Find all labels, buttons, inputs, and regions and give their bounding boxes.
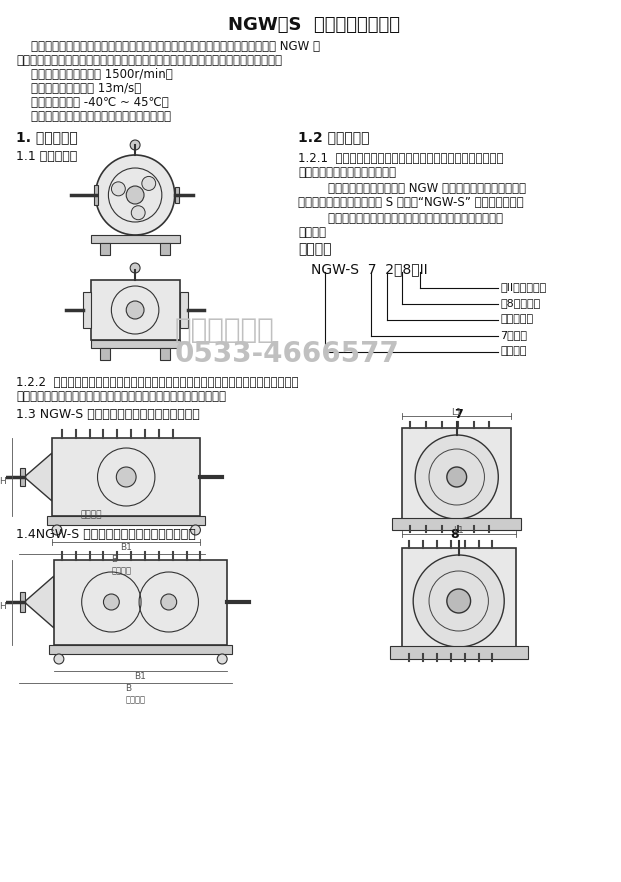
Bar: [402, 428, 511, 526]
Text: 1.2.2  减速器标牌内容：应包括减速器名称、型号规格、传动比、装配型式、高速轴许: 1.2.2 减速器标牌内容：应包括减速器名称、型号规格、传动比、装配型式、高速轴…: [16, 376, 299, 389]
Circle shape: [142, 176, 156, 191]
Circle shape: [52, 525, 62, 535]
Text: 1.1 装配型式：: 1.1 装配型式：: [16, 150, 78, 163]
Circle shape: [191, 525, 201, 535]
Text: 1.2.1  减速器的型号：包括减速器的系列代号、机座号、传动: 1.2.1 减速器的型号：包括减速器的系列代号、机座号、传动: [299, 152, 504, 165]
Text: 轮的（伞）字汉语拼音字头 S 组成，“NGW-S” 代表系列代号。: 轮的（伞）字汉语拼音字头 S 组成，“NGW-S” 代表系列代号。: [299, 196, 524, 209]
Circle shape: [130, 140, 140, 150]
Text: 1.2 型号与标记: 1.2 型号与标记: [299, 130, 370, 144]
Bar: [20, 592, 25, 612]
Circle shape: [116, 467, 136, 487]
Text: 级数、传动比代号、装配型式。: 级数、传动比代号、装配型式。: [299, 166, 396, 179]
Bar: [83, 292, 91, 328]
Circle shape: [111, 182, 125, 196]
Text: H: H: [0, 477, 6, 486]
Bar: [91, 340, 179, 348]
Bar: [54, 560, 227, 645]
Circle shape: [447, 589, 471, 613]
Text: 8: 8: [450, 528, 458, 541]
Text: 淤博海汇机械: 淤博海汇机械: [175, 316, 274, 344]
Bar: [94, 185, 97, 205]
Text: 标记示例: 标记示例: [299, 242, 332, 256]
Circle shape: [126, 301, 144, 319]
Text: 第II种装配型式: 第II种装配型式: [501, 282, 546, 292]
Circle shape: [217, 654, 227, 664]
Bar: [402, 548, 516, 654]
Circle shape: [413, 555, 504, 647]
Text: 系列代号: 系列代号: [501, 346, 527, 356]
Text: 1.4NGW-S 三级减速器型式与尺寸见下图及表: 1.4NGW-S 三级减速器型式与尺寸见下图及表: [16, 528, 196, 541]
Text: 1.3 NGW-S 两级减速器型式与尺寸见下图及表: 1.3 NGW-S 两级减速器型式与尺寸见下图及表: [16, 408, 200, 421]
Text: 行星齿轮减速器。主要用于冶金、矿山、起重运输及通用机械设备。其适用条件如下：: 行星齿轮减速器。主要用于冶金、矿山、起重运输及通用机械设备。其适用条件如下：: [16, 54, 283, 67]
Text: L1: L1: [453, 526, 464, 535]
Circle shape: [130, 263, 140, 273]
Text: L1: L1: [451, 408, 462, 417]
Text: 可正、反向运转（正向顺时针为优选方向）。: 可正、反向运转（正向顺时针为优选方向）。: [16, 110, 171, 123]
Text: 工作环境温度为 -40℃ ~ 45℃；: 工作环境温度为 -40℃ ~ 45℃；: [16, 96, 169, 109]
Bar: [392, 518, 521, 530]
Bar: [175, 187, 179, 203]
Bar: [179, 292, 188, 328]
Text: 0533-4666577: 0533-4666577: [175, 340, 399, 368]
Polygon shape: [24, 576, 54, 628]
Text: 1. 型式与尺寸: 1. 型式与尺寸: [16, 130, 78, 144]
Text: 输轴直径: 输轴直径: [81, 510, 102, 519]
Circle shape: [161, 594, 177, 610]
Text: 输轴直径: 输轴直径: [125, 695, 145, 704]
Text: 用功率及转速、润滑油粘度、减速器重量、出厂编号和出厂日期等。: 用功率及转速、润滑油粘度、减速器重量、出厂编号和出厂日期等。: [16, 390, 227, 403]
Text: 系列代号：由行星减速器 NGW 和组合及弧齿锥齿（伞齿）: 系列代号：由行星减速器 NGW 和组合及弧齿锥齿（伞齿）: [299, 182, 527, 195]
Circle shape: [126, 186, 144, 204]
Bar: [160, 243, 170, 255]
Text: NGW-S  7  2－8－II: NGW-S 7 2－8－II: [311, 262, 428, 276]
Bar: [49, 645, 232, 654]
Text: 第8种传动比: 第8种传动比: [501, 298, 540, 308]
Text: 输轴直径: 输轴直径: [111, 566, 132, 575]
Circle shape: [54, 654, 64, 664]
Circle shape: [447, 467, 466, 487]
Text: 本产品由弧齿锥齿轮传动和行星齿轮传动组合而成，包括两级、三级两个系列的 NGW 型: 本产品由弧齿锥齿轮传动和行星齿轮传动组合而成，包括两级、三级两个系列的 NGW …: [16, 40, 320, 53]
Bar: [160, 348, 170, 360]
Circle shape: [131, 206, 145, 220]
Bar: [20, 468, 25, 486]
Bar: [52, 438, 201, 516]
Text: 齿轮圆周速度不超过 13m/s；: 齿轮圆周速度不超过 13m/s；: [16, 82, 142, 95]
Text: B: B: [111, 555, 117, 564]
Circle shape: [415, 435, 498, 519]
Circle shape: [96, 155, 175, 235]
Text: B1: B1: [134, 672, 146, 681]
Text: 高速轴最高转速不超过 1500r/min；: 高速轴最高转速不超过 1500r/min；: [16, 68, 173, 81]
Text: B: B: [125, 684, 131, 693]
Text: B1: B1: [120, 543, 132, 552]
Bar: [101, 243, 111, 255]
Bar: [101, 348, 111, 360]
Bar: [47, 516, 206, 525]
Text: 表示之。: 表示之。: [299, 226, 327, 239]
Bar: [91, 235, 179, 243]
Bar: [91, 280, 179, 340]
Polygon shape: [24, 453, 52, 501]
Text: H: H: [0, 602, 6, 611]
Text: 规格：机座号、传动级数、传动比及装配型式用顺序数字: 规格：机座号、传动级数、传动比及装配型式用顺序数字: [299, 212, 504, 225]
Bar: [391, 646, 528, 659]
Text: 7: 7: [454, 408, 463, 421]
Text: 两级减速器: 两级减速器: [501, 314, 533, 324]
Text: 7号机座: 7号机座: [501, 330, 527, 340]
Circle shape: [104, 594, 119, 610]
Text: NGW－S  型行星齿轮减速器: NGW－S 型行星齿轮减速器: [229, 16, 400, 34]
